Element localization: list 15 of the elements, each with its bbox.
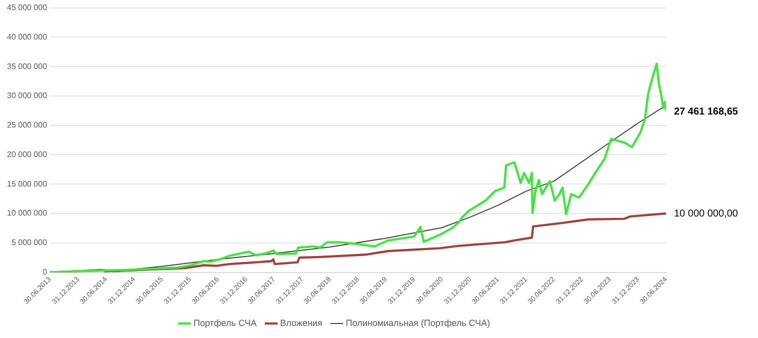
legend-label: Вложения	[280, 318, 322, 328]
legend-label: Портфель СЧА	[193, 318, 257, 328]
y-tick-label: 20 000 000	[6, 150, 48, 159]
y-tick-label: 30 000 000	[6, 91, 48, 100]
y-tick-label: 0	[42, 267, 48, 276]
y-tick-label: 25 000 000	[6, 120, 48, 130]
y-tick-label: 45 000 000	[6, 3, 48, 12]
y-tick-label: 35 000 000	[6, 62, 48, 71]
y-tick-label: 40 000 000	[6, 32, 48, 42]
y-tick-label: 10 000 000	[6, 208, 48, 218]
legend-label: Полиномиальная (Портфель СЧА)	[346, 318, 490, 328]
data-label: 10 000 000,00	[674, 208, 738, 220]
data-label: 27 461 168,65	[674, 106, 738, 118]
y-tick-label: 15 000 000	[6, 179, 48, 188]
y-tick-label: 5 000 000	[11, 238, 48, 248]
